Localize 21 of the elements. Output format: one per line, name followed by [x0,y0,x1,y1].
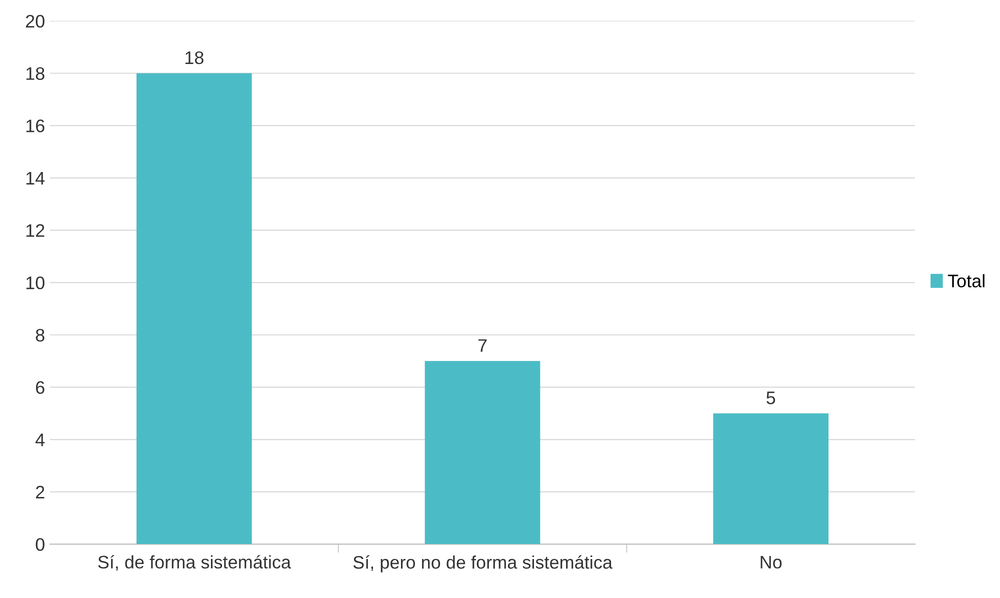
y-tick-label: 10 [26,276,44,290]
x-tick-label: Sí, pero no de forma sistemática [353,555,612,572]
y-tick-label: 12 [26,224,44,237]
x-tick-label: Sí, de forma sistemática [98,555,292,571]
bar [713,413,828,544]
data-label: 18 [186,51,204,64]
y-tick-label: 2 [36,486,44,498]
bar [136,73,252,544]
y-tick-label: 6 [36,381,44,394]
y-tick-label: 20 [26,14,44,28]
legend-label: Total [948,274,984,288]
y-tick-label: 8 [36,328,44,342]
bar [424,361,540,544]
y-tick-label: 16 [26,120,44,132]
x-tick-label: No [760,556,782,569]
data-label: 5 [766,392,776,404]
y-tick-label: 18 [26,67,44,80]
y-tick-label: 14 [26,172,45,184]
y-tick-label: 0 [36,538,44,551]
data-label: 7 [478,339,487,352]
y-tick-label: 4 [36,434,45,446]
